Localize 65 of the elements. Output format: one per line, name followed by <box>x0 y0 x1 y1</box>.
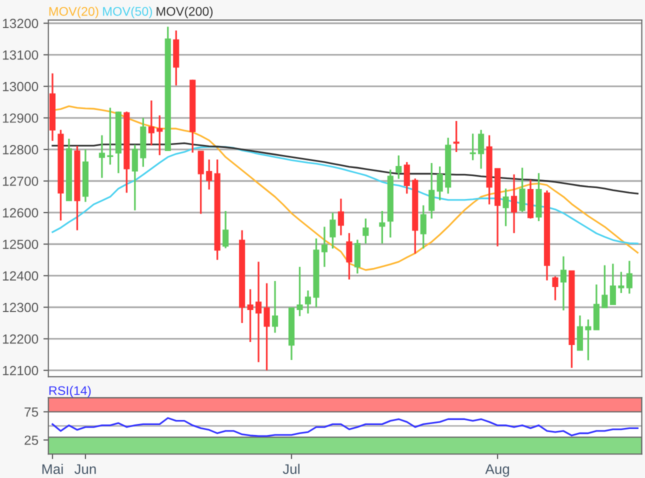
candlestick <box>304 290 312 314</box>
y-tick-label: 13100 <box>2 50 38 60</box>
candlestick <box>519 166 526 213</box>
candlestick <box>552 275 558 302</box>
candlestick <box>247 288 254 343</box>
candlestick <box>626 260 632 295</box>
candlestick <box>610 262 616 306</box>
y-tick-label: 12400 <box>2 271 38 281</box>
x-tick-label: Mai <box>42 464 63 474</box>
candlestick <box>379 210 386 244</box>
y-tick-label: 13000 <box>2 82 38 92</box>
candlestick <box>602 264 608 308</box>
candlestick <box>362 218 369 244</box>
candlestick <box>420 204 426 250</box>
text: MOV(50) <box>103 6 152 18</box>
candlestick <box>511 174 518 234</box>
candlestick <box>502 188 509 227</box>
y-tick-label: 75 <box>24 408 38 417</box>
x-tick-label: Jul <box>282 464 300 474</box>
candlestick <box>321 226 328 268</box>
x-tick-label: Aug <box>485 464 510 477</box>
y-tick-label: 12200 <box>2 334 38 344</box>
candlestick <box>428 162 435 220</box>
y-tick-label: 12600 <box>2 208 38 218</box>
y-tick-label: 12500 <box>2 240 38 250</box>
y-tick-label: 12100 <box>2 366 38 376</box>
candlestick <box>222 210 229 250</box>
candlestick <box>338 198 344 236</box>
text: MOV(20) <box>49 6 98 18</box>
y-tick-label: 25 <box>24 436 38 445</box>
candlestick <box>576 314 583 351</box>
candlestick <box>346 232 352 280</box>
candlestick <box>296 266 303 317</box>
candlestick <box>206 158 212 190</box>
y-tick-label: 12800 <box>2 145 38 154</box>
line-series <box>52 146 638 244</box>
candlestick <box>132 144 138 212</box>
chart-title: RSI(14) <box>49 386 91 398</box>
candlestick <box>256 260 262 363</box>
candlestick <box>396 154 402 180</box>
candlestick <box>272 280 278 334</box>
candlestick <box>354 238 360 274</box>
candlestick <box>560 256 567 312</box>
candlestick <box>618 271 624 294</box>
candlestick <box>107 106 114 166</box>
candlestick <box>478 129 484 170</box>
y-tick-label: 12900 <box>2 113 38 123</box>
line-series <box>52 417 638 437</box>
candlestick <box>330 212 336 250</box>
y-tick-label: 13200 <box>2 18 38 28</box>
text: MOV(200) <box>156 6 213 18</box>
candlestick <box>585 318 592 362</box>
y-tick-label: 12700 <box>2 176 38 186</box>
candlestick <box>148 100 154 146</box>
candlestick <box>453 120 460 153</box>
candlestick <box>436 166 443 202</box>
y-tick-label: 12300 <box>2 302 38 312</box>
candlestick <box>198 150 204 215</box>
candlestick <box>264 282 270 372</box>
candlestick <box>404 161 410 194</box>
x-tick-label: Jun <box>74 464 96 474</box>
candlestick <box>470 132 476 162</box>
candlestick <box>98 134 105 179</box>
candlestick <box>156 114 163 156</box>
line-series <box>52 142 638 194</box>
